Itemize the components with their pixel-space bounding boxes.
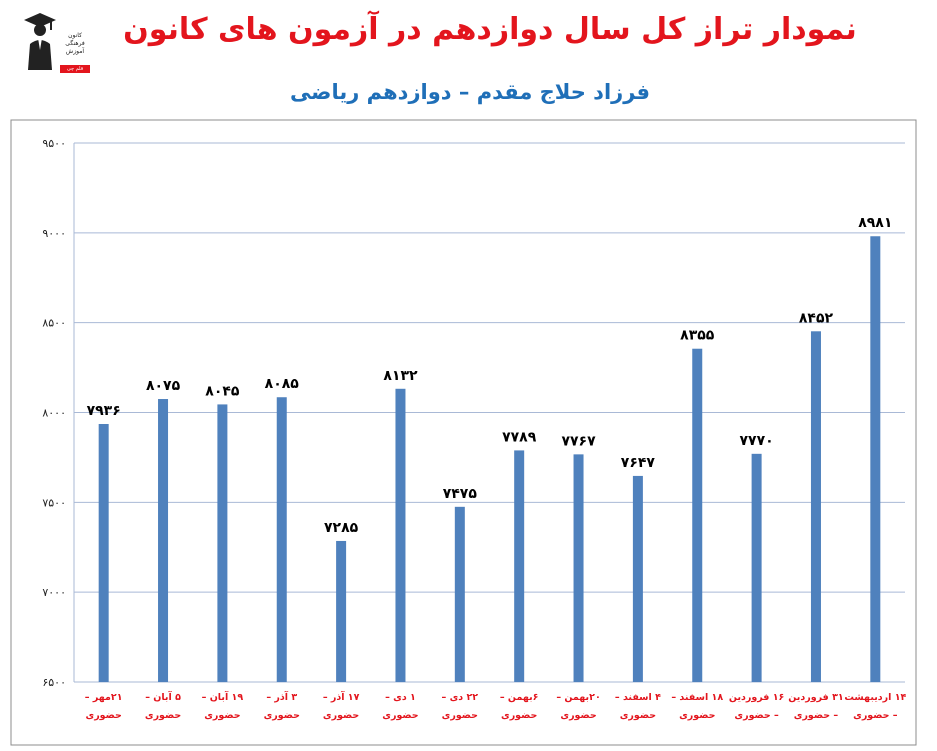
y-tick-label: ۷۵۰۰	[42, 496, 66, 509]
bar	[573, 454, 584, 682]
x-category-label: – حضوری	[853, 710, 898, 721]
bar	[870, 236, 881, 682]
bar	[217, 404, 228, 682]
bar	[276, 397, 287, 682]
chart-frame	[10, 119, 917, 746]
bar	[158, 399, 169, 682]
bar-value-label: ۷۶۴۷	[621, 455, 656, 471]
bar-value-label: ۷۷۶۷	[561, 433, 596, 449]
bar	[692, 348, 703, 682]
bar	[810, 331, 821, 682]
bar	[751, 453, 762, 682]
bar-value-label: ۸۰۴۵	[205, 383, 240, 399]
y-tick-label: ۸۵۰۰	[42, 317, 66, 330]
y-tick-label: ۸۰۰۰	[42, 407, 66, 420]
bar-value-label: ۸۱۳۲	[383, 368, 418, 384]
x-category-label: حضوری	[204, 710, 240, 721]
bar-value-label: ۷۴۷۵	[443, 486, 478, 502]
x-category-label: – حضوری	[734, 710, 779, 721]
y-tick-label: ۹۰۰۰	[42, 227, 66, 240]
x-category-label: حضوری	[264, 710, 300, 721]
bar-value-label: ۷۹۳۶	[87, 403, 121, 419]
chart-subtitle: فرزاد حلاج مقدم – دوازدهم ریاضی	[289, 80, 651, 104]
x-category-label: ۶بهمن –	[500, 692, 539, 703]
bar	[395, 388, 406, 682]
y-axis-ticks: ۶۵۰۰ ۷۰۰۰ ۷۵۰۰ ۸۰۰۰ ۸۵۰۰ ۹۰۰۰ ۹۵۰۰	[42, 137, 66, 689]
x-category-label: ۳۱ فروردین	[788, 692, 843, 703]
x-category-label: حضوری	[442, 710, 478, 721]
x-category-label: حضوری	[679, 710, 715, 721]
logo-line: کانون	[68, 32, 82, 39]
y-tick-label: ۹۵۰۰	[42, 137, 66, 150]
bar	[514, 450, 525, 682]
x-category-label: حضوری	[620, 710, 656, 721]
x-category-label: ۳ آذر –	[266, 690, 297, 703]
x-category-label: ۲۲ دی –	[442, 692, 479, 703]
bar-value-label: ۸۹۸۱	[858, 215, 892, 231]
bar	[336, 540, 347, 682]
x-category-label: ۵ آبان –	[145, 690, 181, 703]
x-axis-categories: ۲۱مهر – حضوری ۵ آبان – حضوری ۱۹ آبان – حضوری ۳…	[85, 690, 907, 721]
bar-value-label: ۸۰۸۵	[265, 376, 300, 392]
graduate-icon	[24, 13, 56, 70]
x-category-label: ۲۱مهر –	[85, 692, 123, 703]
bar-value-label: ۸۴۵۲	[799, 310, 834, 326]
bar-value-label: ۸۰۷۵	[146, 378, 181, 394]
x-category-label: ۲۰بهمن –	[556, 692, 600, 703]
x-category-label: حضوری	[501, 710, 537, 721]
x-category-label: ۱ دی –	[385, 692, 416, 703]
x-category-label: ۴ اسفند –	[615, 692, 661, 703]
bar-value-label: ۸۳۵۵	[680, 328, 715, 344]
bar	[98, 423, 109, 682]
logo-line: آموزش	[65, 48, 85, 55]
bar	[632, 475, 643, 682]
y-tick-label: ۶۵۰۰	[42, 676, 66, 689]
x-category-label: ۱۸ اسفند –	[671, 692, 723, 703]
x-category-label: حضوری	[382, 710, 418, 721]
x-category-label: حضوری	[323, 710, 359, 721]
kanoon-logo: کانون فرهنگی آموزش قلم چی	[20, 10, 90, 73]
bar	[454, 506, 465, 682]
x-category-label: – حضوری	[794, 710, 839, 721]
logo-text: کانون فرهنگی آموزش	[60, 32, 90, 56]
x-category-label: ۱۷ آذر –	[323, 690, 360, 703]
logo-badge: قلم چی	[60, 65, 90, 73]
x-category-label: حضوری	[145, 710, 181, 721]
logo-line: فرهنگی	[65, 40, 85, 47]
x-category-label: حضوری	[560, 710, 596, 721]
y-tick-label: ۷۰۰۰	[42, 586, 66, 599]
data-labels: ۷۹۳۶ ۸۰۷۵ ۸۰۴۵ ۸۰۸۵ ۷۲۸۵ ۸۱۳۲ ۷۴۷۵ ۷۷۸۹ ۷۷۶۷ ۷۶۴۷…	[87, 215, 893, 536]
x-category-label: حضوری	[86, 710, 122, 721]
bar-value-label: ۷۷۸۹	[502, 429, 537, 445]
bar-value-label: ۷۷۷۰	[740, 433, 774, 449]
chart-title: نمودار تراز کل سال دوازدهم در آزمون های …	[123, 12, 857, 47]
x-category-label: ۱۴ اردیبهشت	[844, 692, 906, 703]
gridlines	[73, 142, 905, 683]
bars	[98, 236, 881, 682]
x-category-label: ۱۹ آبان –	[202, 690, 244, 703]
x-category-label: ۱۶ فروردین	[729, 692, 784, 703]
bar-value-label: ۷۲۸۵	[324, 520, 359, 536]
